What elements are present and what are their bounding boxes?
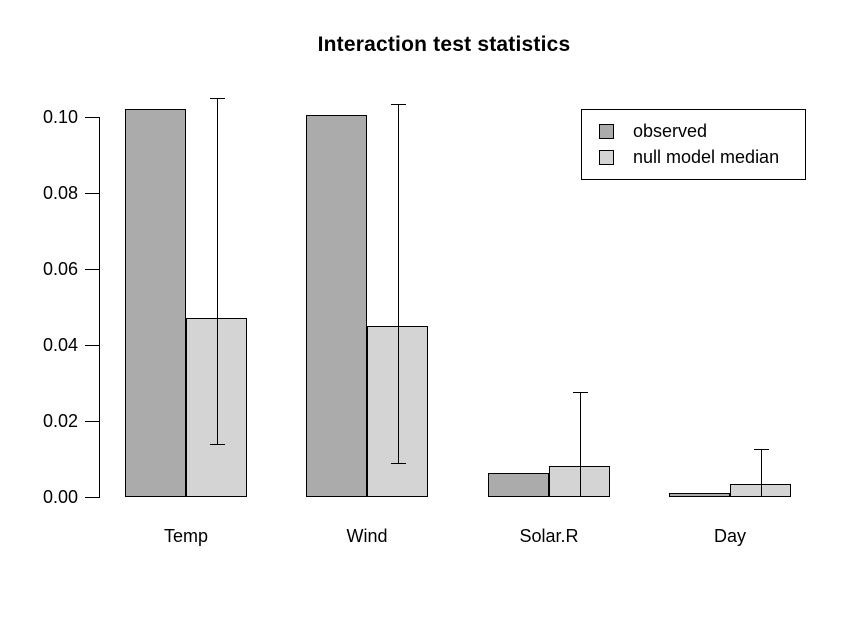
- x-category-label-solar-r: Solar.R: [519, 526, 579, 546]
- bar-observed-solar-r: [488, 473, 549, 497]
- x-category-label-day: Day: [713, 526, 746, 546]
- y-axis-tick: [85, 269, 99, 270]
- y-axis-tick: [85, 117, 99, 118]
- bar-observed-temp: [125, 109, 186, 497]
- y-axis-tick: [85, 193, 99, 194]
- bar-null-median-wind: [367, 326, 428, 497]
- y-axis-line: [99, 117, 100, 498]
- error-bar-line-wind: [398, 104, 399, 463]
- y-axis-tick: [85, 497, 99, 498]
- legend: observed null model median: [581, 109, 806, 180]
- y-axis-tick-label: 0.06: [42, 259, 78, 279]
- bar-observed-day: [669, 493, 730, 497]
- x-category-label-wind: Wind: [346, 526, 388, 546]
- legend-label-observed: observed: [633, 121, 708, 141]
- y-axis-tick: [85, 345, 99, 346]
- error-bar-line-solar-r: [580, 392, 581, 497]
- y-axis-tick-label: 0.10: [42, 107, 78, 127]
- chart-title: Interaction test statistics: [317, 33, 571, 56]
- error-bar-cap-top-temp: [210, 98, 225, 99]
- bar-null-median-solar-r: [549, 466, 610, 497]
- y-axis-tick-label: 0.04: [42, 335, 78, 355]
- y-axis-tick-label: 0.08: [42, 183, 78, 203]
- legend-label-null-model-median: null model median: [633, 147, 780, 167]
- bar-observed-wind: [306, 115, 367, 497]
- y-axis-tick-label: 0.00: [42, 487, 78, 507]
- legend-swatch-null-model-median: [599, 150, 614, 165]
- legend-item-observed: observed: [599, 122, 805, 141]
- error-bar-cap-bottom-wind: [391, 463, 406, 464]
- legend-swatch-observed: [599, 124, 614, 139]
- bar-null-median-day: [730, 484, 791, 497]
- error-bar-line-day: [761, 449, 762, 497]
- bar-null-median-temp: [186, 318, 247, 497]
- y-axis-tick-label: 0.02: [42, 411, 78, 431]
- error-bar-cap-top-solar-r: [573, 392, 588, 393]
- legend-item-null-model-median: null model median: [599, 148, 805, 167]
- error-bar-cap-top-day: [754, 449, 769, 450]
- error-bar-cap-top-wind: [391, 104, 406, 105]
- y-axis-tick: [85, 421, 99, 422]
- x-category-label-temp: Temp: [163, 526, 208, 546]
- error-bar-line-temp: [217, 98, 218, 444]
- error-bar-cap-bottom-temp: [210, 444, 225, 445]
